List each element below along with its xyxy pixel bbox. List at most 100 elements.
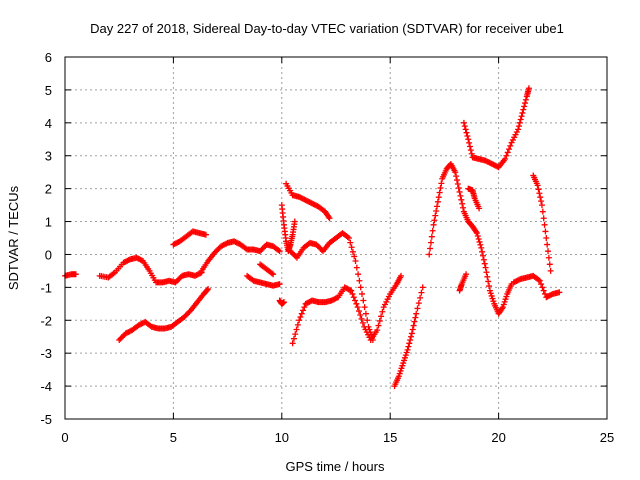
- data-point: [455, 184, 462, 191]
- data-point: [202, 231, 209, 238]
- data-point: [413, 310, 420, 317]
- data-point: [486, 283, 493, 290]
- data-point: [72, 271, 79, 278]
- data-point: [473, 230, 480, 237]
- data-point: [346, 286, 353, 293]
- data-point: [466, 139, 473, 146]
- data-point: [453, 177, 460, 184]
- data-point: [463, 129, 470, 136]
- data-point: [411, 318, 418, 325]
- data-point: [545, 254, 552, 261]
- data-point: [535, 186, 542, 193]
- data-point: [348, 287, 355, 294]
- series-arc18: [510, 272, 563, 301]
- data-point: [482, 264, 489, 271]
- data-point: [352, 297, 359, 304]
- series-arc3: [170, 228, 209, 248]
- data-point: [375, 322, 382, 329]
- data-point: [296, 317, 303, 324]
- data-point: [480, 256, 487, 263]
- data-point: [538, 198, 545, 205]
- series-arc12: [289, 272, 405, 347]
- data-point: [348, 244, 355, 251]
- data-point: [452, 169, 459, 176]
- x-tick-label: 0: [61, 430, 68, 445]
- series-arc9: [278, 202, 298, 255]
- data-point: [415, 300, 422, 307]
- series-arc5: [198, 238, 283, 274]
- y-tick-label: 1: [45, 215, 52, 230]
- data-point: [357, 312, 364, 319]
- data-point: [398, 272, 405, 279]
- data-point: [290, 335, 297, 342]
- data-point: [460, 119, 467, 126]
- data-point: [356, 277, 363, 284]
- data-point: [536, 190, 543, 197]
- data-point: [433, 208, 440, 215]
- data-point: [362, 310, 369, 317]
- data-point: [346, 235, 353, 241]
- data-point: [484, 273, 491, 280]
- data-point: [459, 200, 466, 207]
- data-point: [325, 213, 332, 220]
- data-point: [408, 333, 415, 340]
- data-point: [460, 204, 467, 211]
- data-point: [456, 188, 463, 195]
- series-arc11: [287, 230, 376, 344]
- data-point: [547, 267, 554, 274]
- data-point: [292, 331, 299, 338]
- y-tick-label: -3: [40, 346, 52, 361]
- data-point: [404, 346, 411, 353]
- data-point: [435, 194, 442, 201]
- data-point: [406, 340, 413, 347]
- series-arc10: [283, 180, 333, 222]
- data-point: [536, 277, 543, 284]
- data-point: [454, 181, 461, 188]
- data-point: [326, 215, 333, 222]
- x-tick-label: 25: [600, 430, 614, 445]
- data-point: [474, 233, 481, 240]
- data-point: [507, 142, 514, 149]
- data-point: [426, 251, 433, 258]
- data-point: [479, 252, 486, 259]
- data-point: [478, 244, 485, 251]
- grid-lines: [65, 57, 607, 419]
- series-arc17: [465, 185, 483, 212]
- plot-frame: [64, 56, 608, 420]
- data-point: [502, 156, 509, 163]
- data-point: [358, 315, 365, 322]
- data-point: [544, 241, 551, 248]
- data-point: [457, 192, 464, 199]
- data-point: [344, 234, 351, 241]
- data-point: [405, 343, 412, 350]
- data-point: [516, 119, 523, 126]
- data-point: [275, 247, 282, 254]
- y-tick-label: 6: [45, 50, 52, 65]
- data-point: [379, 308, 386, 315]
- data-point: [414, 305, 421, 312]
- data-point: [350, 294, 357, 301]
- data-point: [434, 203, 441, 210]
- data-point: [479, 248, 486, 255]
- data-point: [537, 194, 544, 201]
- y-tick-label: -4: [40, 379, 52, 394]
- data-point: [419, 284, 426, 291]
- data-point: [467, 147, 474, 154]
- data-point: [461, 123, 468, 130]
- data-point: [349, 248, 356, 255]
- data-point: [351, 253, 358, 260]
- data-point: [477, 241, 484, 248]
- data-point: [521, 103, 528, 110]
- data-point: [453, 173, 460, 180]
- data-point: [485, 278, 492, 285]
- data-point: [347, 239, 354, 246]
- y-axis-label: SDTVAR / TECUs: [6, 185, 21, 290]
- x-tick-label: 10: [275, 430, 289, 445]
- data-point: [475, 235, 482, 242]
- data-point: [353, 264, 360, 271]
- data-point: [268, 270, 275, 277]
- x-tick-label: 15: [383, 430, 397, 445]
- data-point: [519, 109, 526, 116]
- data-point: [515, 126, 522, 133]
- data-point: [543, 235, 550, 241]
